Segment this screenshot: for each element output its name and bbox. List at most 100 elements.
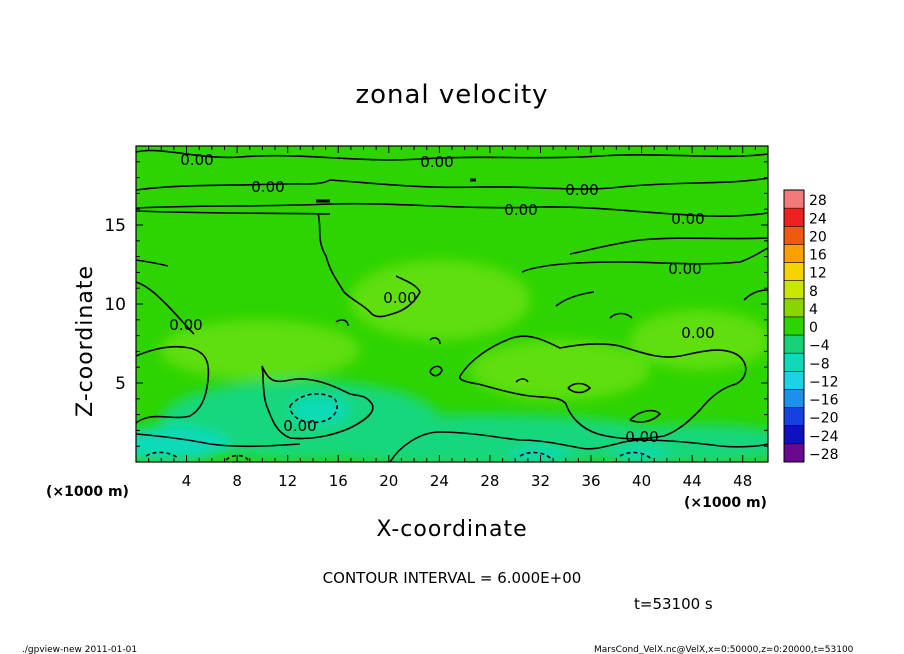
colorbar-segment bbox=[784, 280, 804, 300]
colorbar-segment bbox=[784, 407, 804, 427]
colorbar-segment bbox=[784, 298, 804, 318]
contour-line bbox=[519, 451, 553, 461]
plot-area: 0.00 0.00 0.00 0.00 0.00 0.00 0.00 0.00 0.00 0.00… bbox=[136, 146, 768, 462]
x-tick-label: 16 bbox=[329, 472, 348, 490]
contour-line bbox=[317, 213, 421, 318]
colorbar-segment bbox=[784, 226, 804, 245]
field-blob bbox=[290, 396, 350, 424]
contour-label: 0.00 bbox=[180, 151, 213, 169]
colorbar-segment bbox=[784, 208, 804, 227]
contour-line bbox=[136, 177, 768, 191]
x-tick-label: 28 bbox=[480, 472, 499, 490]
colorbar-label: 20 bbox=[809, 229, 827, 245]
contour-line bbox=[136, 345, 210, 425]
colorbar-label: 28 bbox=[809, 193, 827, 209]
contour-label: 0.00 bbox=[625, 428, 658, 446]
contour-line bbox=[569, 237, 768, 255]
x-tick-label: 12 bbox=[278, 472, 297, 490]
colorbar-label: 0 bbox=[809, 320, 818, 336]
colorbar-label: −4 bbox=[809, 338, 830, 354]
y-tick-label: 10 bbox=[104, 295, 126, 315]
y-axis-label: Z-coordinate bbox=[73, 265, 98, 417]
footer-left: ./gpview-new 2011-01-01 bbox=[22, 645, 137, 654]
colorbar-label: −8 bbox=[809, 356, 830, 372]
x-tick-label: 32 bbox=[531, 472, 550, 490]
contour-label: 0.00 bbox=[565, 181, 598, 199]
x-tick-label: 36 bbox=[581, 472, 600, 490]
contour-line bbox=[521, 247, 768, 273]
contour-label: 0.00 bbox=[420, 153, 453, 171]
contour-line bbox=[136, 210, 331, 215]
x-tick-label: 20 bbox=[379, 472, 398, 490]
colorbar-label: −20 bbox=[809, 411, 839, 427]
field-blob bbox=[350, 260, 530, 340]
contour-line bbox=[609, 312, 633, 319]
contour-label: 0.00 bbox=[383, 289, 416, 307]
colorbar-label: 8 bbox=[809, 284, 818, 300]
colorbar-label: 12 bbox=[809, 266, 827, 282]
x-unit-left: (×1000 m) bbox=[46, 484, 129, 500]
field-blob bbox=[610, 448, 670, 462]
contour-label: 0.00 bbox=[283, 417, 316, 435]
contour-line bbox=[136, 149, 768, 161]
colorbar: 28 24 20 16 12 8 4 0 −4 −8 −12 −16 −20 −24 −28 bbox=[783, 189, 839, 463]
contour-line bbox=[555, 291, 595, 307]
y-tick-label: 5 bbox=[115, 374, 126, 394]
colorbar-label: 16 bbox=[809, 248, 827, 264]
x-tick-label: 24 bbox=[430, 472, 449, 490]
x-unit-right: (×1000 m) bbox=[684, 495, 767, 511]
y-tick-label: 15 bbox=[104, 216, 126, 236]
field-blob bbox=[470, 340, 650, 400]
contour-line bbox=[619, 451, 653, 461]
colorbar-segment bbox=[784, 316, 804, 336]
contour-label: 0.00 bbox=[668, 260, 701, 278]
contour-line bbox=[629, 409, 662, 423]
colorbar-label: 24 bbox=[809, 211, 827, 227]
contour-label: 0.00 bbox=[504, 201, 537, 219]
contour-line bbox=[743, 289, 768, 301]
field-shading bbox=[136, 260, 768, 462]
field-blob bbox=[160, 320, 360, 380]
contour-lines bbox=[136, 149, 768, 462]
colorbar-segment bbox=[784, 389, 804, 409]
contour-line bbox=[261, 365, 374, 440]
colorbar-segment bbox=[784, 335, 804, 354]
field-blob bbox=[630, 310, 768, 370]
colorbar-segment bbox=[784, 353, 804, 372]
contour-line bbox=[136, 281, 195, 335]
x-tick-label: 8 bbox=[232, 472, 242, 490]
colorbar-label: −12 bbox=[809, 374, 839, 390]
contour-line bbox=[145, 451, 179, 459]
contour-line bbox=[136, 259, 169, 267]
contour-line bbox=[225, 454, 249, 461]
x-tick-label: 48 bbox=[733, 472, 752, 490]
colorbar-frame bbox=[783, 189, 805, 463]
field-blob bbox=[280, 414, 680, 462]
contour-line bbox=[335, 319, 349, 327]
contour-line bbox=[289, 393, 338, 424]
contour-label: 0.00 bbox=[671, 210, 704, 228]
contour-interval-text: CONTOUR INTERVAL = 6.000E+00 bbox=[323, 569, 582, 587]
colorbar-label: 4 bbox=[809, 302, 818, 318]
chart-title: zonal velocity bbox=[355, 80, 548, 110]
contour-label: 0.00 bbox=[681, 324, 714, 342]
contour-line bbox=[136, 433, 301, 448]
contour-line bbox=[567, 382, 592, 394]
contour-line bbox=[136, 202, 768, 217]
x-tick-label: 44 bbox=[683, 472, 702, 490]
colorbar-label: −16 bbox=[809, 393, 839, 409]
footer-right: MarsCond_VelX.nc@VelX,x=0:50000,z=0:2000… bbox=[594, 645, 854, 654]
colorbar-label: −24 bbox=[809, 429, 839, 445]
contour-label: 0.00 bbox=[251, 178, 284, 196]
colorbar-segment bbox=[784, 262, 804, 282]
contour-label: 0.00 bbox=[169, 316, 202, 334]
contour-line bbox=[429, 365, 443, 377]
x-tick-label: 40 bbox=[632, 472, 651, 490]
contour-line bbox=[458, 335, 747, 440]
contour-labels: 0.00 0.00 0.00 0.00 0.00 0.00 0.00 0.00 0.00 0.00… bbox=[169, 151, 714, 446]
contour-line bbox=[429, 337, 441, 345]
x-tick-label: 4 bbox=[182, 472, 192, 490]
colorbar-label: −28 bbox=[809, 447, 839, 463]
